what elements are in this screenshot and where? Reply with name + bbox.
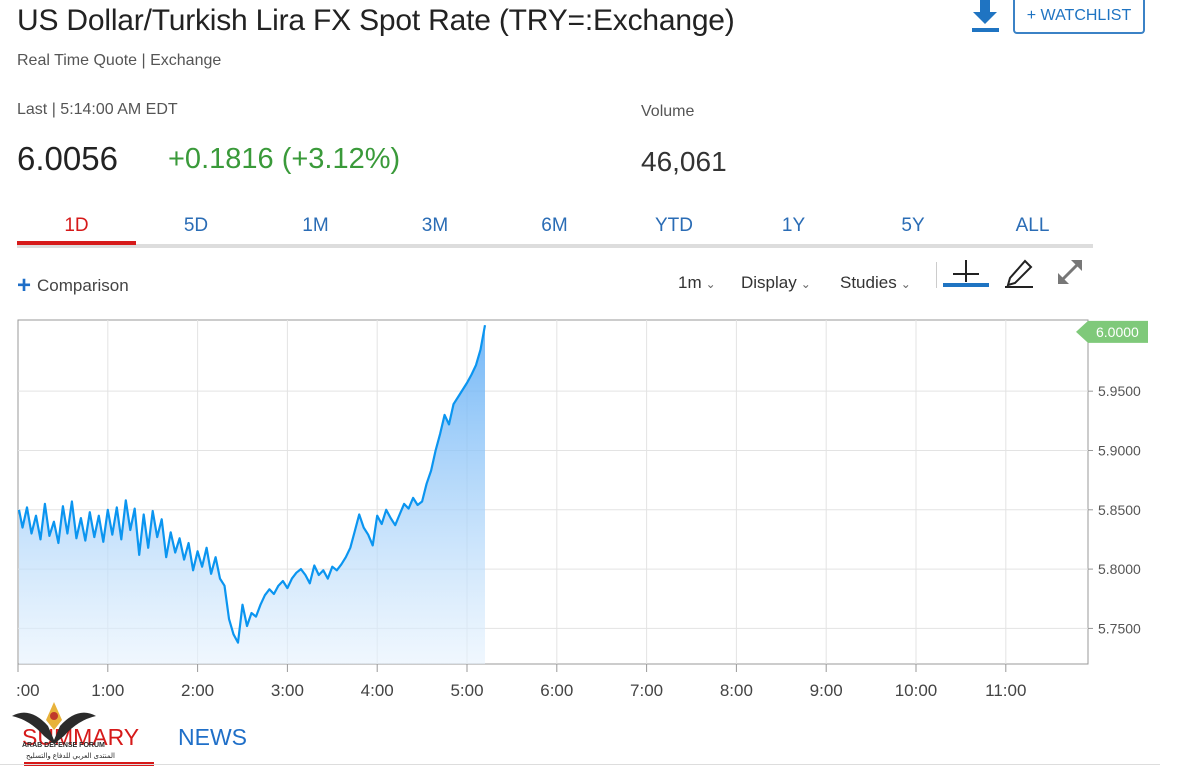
series-area xyxy=(19,325,485,664)
pencil-icon[interactable] xyxy=(1003,258,1035,290)
last-price: 6.0056 xyxy=(17,140,118,177)
y-tick-label: 5.9000 xyxy=(1098,442,1141,458)
page-title: US Dollar/Turkish Lira FX Spot Rate (TRY… xyxy=(17,4,735,37)
tab-3m[interactable]: 3M xyxy=(421,215,449,236)
series-line xyxy=(17,325,487,644)
x-tick-label: 7:00 xyxy=(630,681,663,700)
expand-icon[interactable] xyxy=(1054,256,1086,288)
tab-ytd[interactable]: YTD xyxy=(655,215,693,236)
studies-label: Studies xyxy=(840,273,897,292)
studies-dropdown[interactable]: Studies ⌄ xyxy=(840,273,911,293)
plus-icon: + xyxy=(17,272,32,299)
chevron-down-icon: ⌄ xyxy=(705,277,716,291)
tab-1d[interactable]: 1D xyxy=(64,215,89,236)
y-tick-label: 5.8000 xyxy=(1098,561,1141,577)
tab-news[interactable]: NEWS xyxy=(178,724,247,750)
quote-source: Real Time Quote | Exchange xyxy=(17,52,222,69)
tab-5y[interactable]: 5Y xyxy=(901,215,925,236)
tab-all[interactable]: ALL xyxy=(1015,215,1050,236)
tab-1y[interactable]: 1Y xyxy=(781,215,806,236)
x-tick-label: 4:00 xyxy=(361,681,394,700)
last-trade-label: Last | 5:14:00 AM EDT xyxy=(17,101,178,118)
y-tick-label: 5.7500 xyxy=(1098,620,1141,636)
active-tab-indicator xyxy=(17,241,136,245)
x-tick-label: 9:00 xyxy=(810,681,843,700)
chevron-down-icon: ⌄ xyxy=(900,277,911,291)
x-tick-label: 2:00 xyxy=(181,681,214,700)
tab-5d[interactable]: 5D xyxy=(183,215,209,236)
forum-watermark-logo: ARAB DEFENSE FORUM المنتدى العربي للدفاع… xyxy=(8,696,115,766)
time-range-tabs: 1D 5D 1M 3M 6M YTD 1Y 5Y ALL xyxy=(17,210,1093,248)
divider xyxy=(0,764,1160,765)
volume-label: Volume xyxy=(641,103,695,120)
x-tick-label: :00 xyxy=(16,681,40,700)
bottom-tabs: SUMMARY NEWS xyxy=(0,718,1186,766)
x-tick-label: 1:00 xyxy=(91,681,124,700)
comparison-button[interactable]: + Comparison xyxy=(17,272,129,300)
display-label: Display xyxy=(741,273,797,292)
watchlist-button[interactable]: + WATCHLIST xyxy=(1013,0,1145,34)
y-tick-label: 5.9500 xyxy=(1098,383,1141,399)
chevron-down-icon: ⌄ xyxy=(800,277,811,291)
interval-dropdown[interactable]: 1m ⌄ xyxy=(678,273,716,293)
x-tick-label: 6:00 xyxy=(540,681,573,700)
x-tick-label: 8:00 xyxy=(720,681,753,700)
download-arrow-icon[interactable] xyxy=(966,0,1004,36)
display-dropdown[interactable]: Display ⌄ xyxy=(741,273,811,293)
tab-1m[interactable]: 1M xyxy=(302,215,329,236)
x-tick-label: 5:00 xyxy=(450,681,483,700)
forum-name: ARAB DEFENSE FORUM xyxy=(22,742,105,749)
volume-value: 46,061 xyxy=(641,146,727,177)
forum-name-arabic: المنتدى العربي للدفاع والتسليح xyxy=(26,753,115,760)
price-chart[interactable]: 5.7500 5.8000 5.8500 5.9000 5.9500 :00 1:00 2:0… xyxy=(0,310,1186,710)
crosshair-icon[interactable] xyxy=(943,258,989,290)
tab-6m[interactable]: 6M xyxy=(541,215,568,236)
last-price-tag-label: 6.0000 xyxy=(1096,324,1139,340)
toolbar-divider xyxy=(936,262,937,288)
x-tick-label: 10:00 xyxy=(895,681,938,700)
price-change: +0.1816 (+3.12%) xyxy=(168,143,401,175)
y-tick-label: 5.8500 xyxy=(1098,502,1141,518)
last-price-tag xyxy=(1076,320,1148,343)
x-tick-label: 3:00 xyxy=(271,681,304,700)
x-tick-label: 11:00 xyxy=(985,681,1026,700)
comparison-label: Comparison xyxy=(37,276,129,295)
interval-label: 1m xyxy=(678,273,702,292)
